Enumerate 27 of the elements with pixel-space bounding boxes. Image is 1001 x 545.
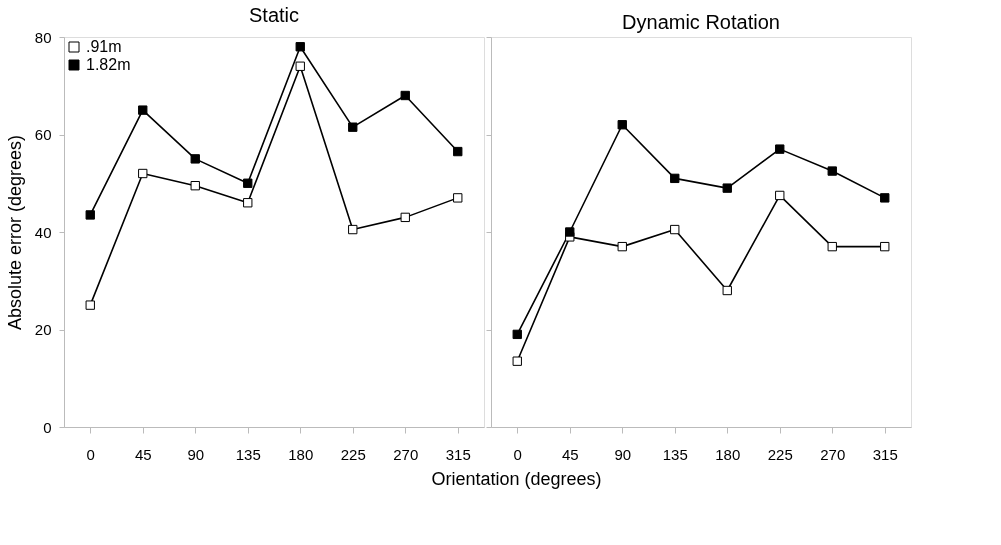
x-tick-label: 225 <box>767 445 793 463</box>
x-tick-label: 225 <box>340 445 366 463</box>
y-tick-label: 0 <box>43 418 52 436</box>
x-axis-title: Orientation (degrees) <box>431 468 602 489</box>
x-tick-label: 180 <box>288 445 314 463</box>
x-tick-label: 90 <box>614 445 632 463</box>
y-tick-label: 60 <box>34 126 52 143</box>
legend-label: 1.82m <box>86 56 131 73</box>
y-axis-title: Absolute error (degrees) <box>4 134 25 331</box>
x-tick-label: 180 <box>715 445 741 463</box>
x-tick-label: 90 <box>187 445 205 463</box>
x-tick-label: 0 <box>86 445 95 463</box>
x-tick-label: 315 <box>872 445 898 463</box>
x-tick-label: 135 <box>235 445 261 463</box>
legend-label: .91m <box>86 38 122 55</box>
x-tick-label: 45 <box>134 445 152 463</box>
x-tick-label: 270 <box>820 445 846 463</box>
x-tick-label: 45 <box>561 445 579 463</box>
y-tick-label: 40 <box>34 223 52 241</box>
y-tick-label: 20 <box>34 321 52 338</box>
x-tick-label: 270 <box>393 445 419 463</box>
y-tick-label: 80 <box>34 28 52 46</box>
x-tick-label: 135 <box>662 445 688 463</box>
x-tick-label: 315 <box>445 445 471 463</box>
x-tick-label: 0 <box>513 445 522 463</box>
chart-title: Dynamic Rotation <box>622 10 780 33</box>
chart-title: Static <box>248 4 300 26</box>
